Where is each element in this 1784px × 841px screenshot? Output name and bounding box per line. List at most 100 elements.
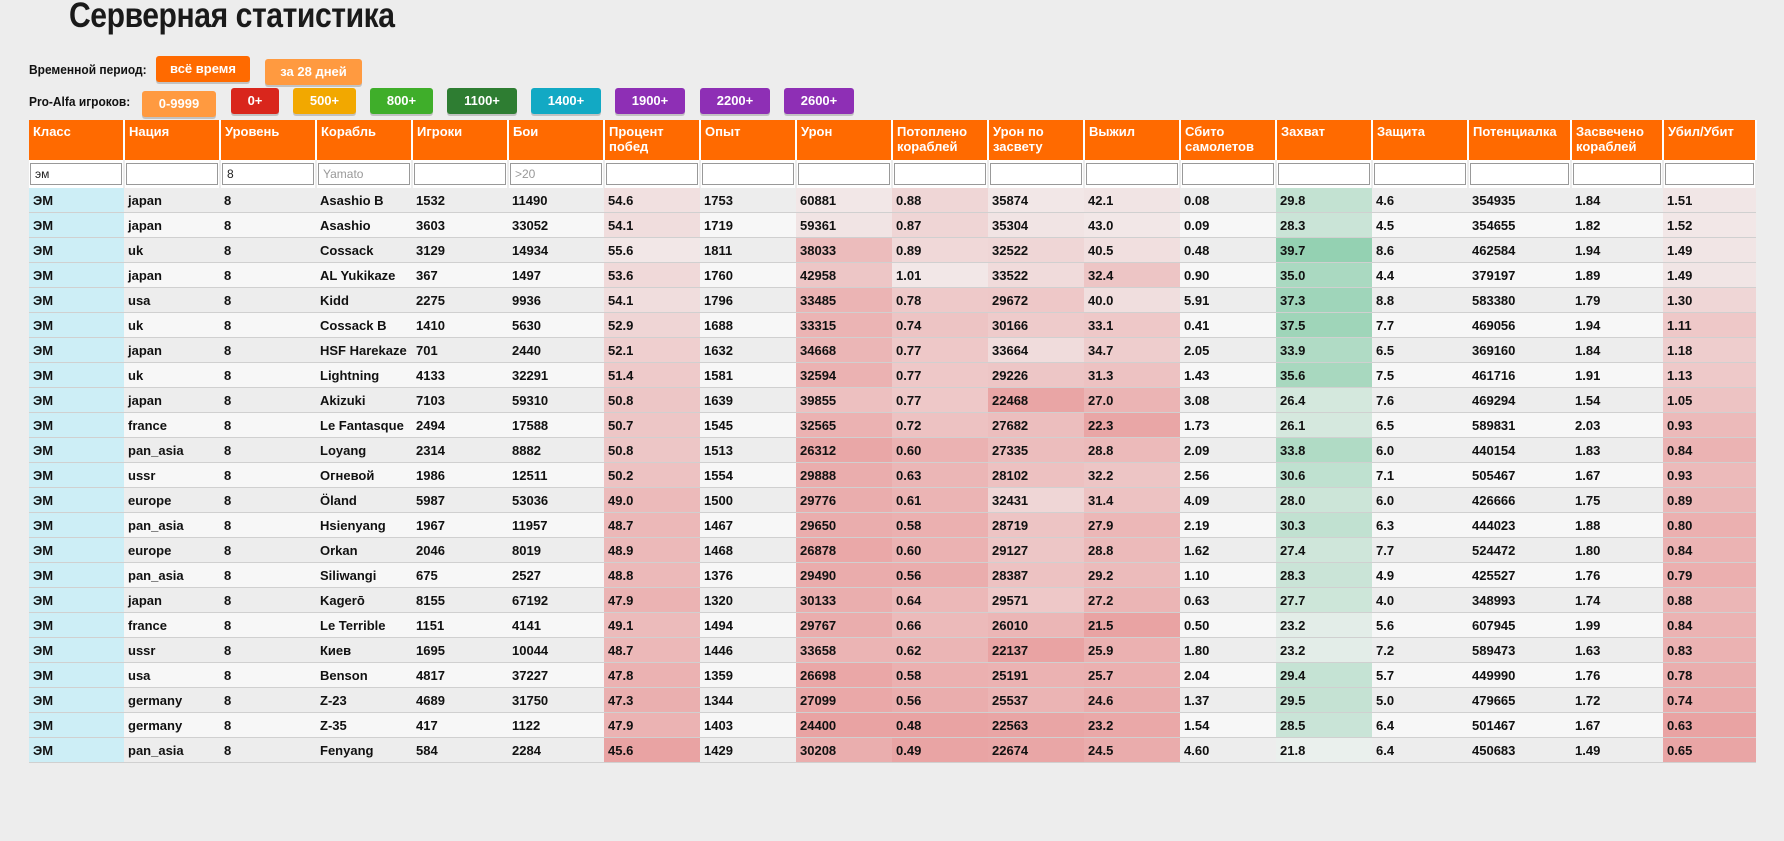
cell-capture: 28.3: [1276, 212, 1372, 238]
cell-damage: 26698: [796, 662, 892, 688]
table-row[interactable]: ЭМ japan 8 HSF Harekaze 701 2440 52.1 1632 34668…: [29, 337, 1756, 363]
filter-input-kd[interactable]: [1665, 163, 1754, 185]
players-button-800-plus[interactable]: 800+: [370, 88, 433, 114]
column-header-nation[interactable]: Нация: [124, 120, 221, 160]
period-28-days-button[interactable]: за 28 дней: [265, 59, 362, 85]
filter-input-defense[interactable]: [1374, 163, 1466, 185]
cell-damage: 33658: [796, 637, 892, 663]
table-row[interactable]: ЭМ japan 8 Asashio B 1532 11490 54.6 1753 60881 0…: [29, 188, 1756, 213]
cell-battles: 31750: [508, 687, 604, 713]
cell-damage: 29767: [796, 612, 892, 638]
cell-tier: 8: [220, 337, 316, 363]
cell-class: ЭМ: [29, 687, 124, 713]
cell-xp: 1796: [700, 287, 796, 313]
table-row[interactable]: ЭМ japan 8 Kagerō 8155 67192 47.9 1320 30133 0.64…: [29, 587, 1756, 613]
column-header-class[interactable]: Класс: [29, 120, 125, 160]
table-row[interactable]: ЭМ japan 8 Akizuki 7103 59310 50.8 1639 39855 0.7…: [29, 387, 1756, 413]
filter-input-potential[interactable]: [1470, 163, 1569, 185]
cell-ship: Огневой: [316, 462, 412, 488]
table-row[interactable]: ЭМ pan_asia 8 Fenyang 584 2284 45.6 1429 30208 0.…: [29, 737, 1756, 763]
table-row[interactable]: ЭМ france 8 Le Terrible 1151 4141 49.1 1494 2976…: [29, 612, 1756, 638]
column-header-spotted[interactable]: Засвечено кораблей: [1571, 120, 1664, 160]
cell-survived: 22.3: [1084, 412, 1180, 438]
cell-nation: pan_asia: [124, 562, 220, 588]
filter-input-class[interactable]: [30, 163, 122, 185]
column-header-planes[interactable]: Сбито самолетов: [1180, 120, 1277, 160]
filter-input-frags[interactable]: [894, 163, 986, 185]
table-row[interactable]: ЭМ pan_asia 8 Loyang 2314 8882 50.8 1513 26312 0.…: [29, 437, 1756, 463]
column-header-battles[interactable]: Бои: [508, 120, 605, 160]
column-header-damage[interactable]: Урон: [796, 120, 893, 160]
filter-input-capture[interactable]: [1278, 163, 1370, 185]
players-button-0-9999[interactable]: 0-9999: [142, 91, 216, 117]
table-row[interactable]: ЭМ usa 8 Kidd 2275 9936 54.1 1796 33485 0.78 29672…: [29, 287, 1756, 313]
filter-input-winrate[interactable]: [606, 163, 698, 185]
cell-frags: 0.77: [892, 387, 988, 413]
cell-players: 4133: [412, 362, 508, 388]
column-header-tier[interactable]: Уровень: [220, 120, 317, 160]
cell-players: 1151: [412, 612, 508, 638]
table-row[interactable]: ЭМ pan_asia 8 Siliwangi 675 2527 48.8 1376 29490…: [29, 562, 1756, 588]
column-header-survived[interactable]: Выжил: [1084, 120, 1181, 160]
cell-class: ЭМ: [29, 412, 124, 438]
table-row[interactable]: ЭМ japan 8 AL Yukikaze 367 1497 53.6 1760 42958 1…: [29, 262, 1756, 288]
table-row[interactable]: ЭМ france 8 Le Fantasque 2494 17588 50.7 1545 32…: [29, 412, 1756, 438]
table-row[interactable]: ЭМ uk 8 Cossack B 1410 5630 52.9 1688 33315 0.74 3…: [29, 312, 1756, 338]
filter-cell-battles: [508, 160, 605, 188]
table-row[interactable]: ЭМ ussr 8 Огневой 1986 12511 50.2 1554 29888 0.63…: [29, 462, 1756, 488]
column-header-xp[interactable]: Опыт: [700, 120, 797, 160]
table-row[interactable]: ЭМ germany 8 Z-23 4689 31750 47.3 1344 27099 0.56…: [29, 687, 1756, 713]
table-row[interactable]: ЭМ europe 8 Orkan 2046 8019 48.9 1468 26878 0.60 2…: [29, 537, 1756, 563]
players-button-1400-plus[interactable]: 1400+: [531, 88, 601, 114]
column-header-ship[interactable]: Корабль: [316, 120, 413, 160]
cell-tier: 8: [220, 487, 316, 513]
filter-input-ship[interactable]: [318, 163, 410, 185]
players-button-2200-plus[interactable]: 2200+: [700, 88, 770, 114]
filter-input-players[interactable]: [414, 163, 506, 185]
table-row[interactable]: ЭМ usa 8 Benson 4817 37227 47.8 1359 26698 0.58 25…: [29, 662, 1756, 688]
cell-winrate: 51.4: [604, 362, 700, 388]
table-row[interactable]: ЭМ uk 8 Cossack 3129 14934 55.6 1811 38033 0.89 32…: [29, 237, 1756, 263]
filter-cell-defense: [1372, 160, 1469, 188]
cell-class: ЭМ: [29, 312, 124, 338]
cell-defense: 8.6: [1372, 237, 1468, 263]
table-row[interactable]: ЭМ europe 8 Öland 5987 53036 49.0 1500 29776 0.61…: [29, 487, 1756, 513]
cell-battles: 8019: [508, 537, 604, 563]
players-button-0-plus[interactable]: 0+: [231, 88, 279, 114]
filter-input-spotted[interactable]: [1573, 163, 1661, 185]
cell-survived: 33.1: [1084, 312, 1180, 338]
filter-cell-survived: [1084, 160, 1181, 188]
filter-input-survived[interactable]: [1086, 163, 1178, 185]
column-header-spot-damage[interactable]: Урон по засвету: [988, 120, 1085, 160]
filter-input-nation[interactable]: [126, 163, 218, 185]
column-header-frags[interactable]: Потоплено кораблей: [892, 120, 989, 160]
players-button-1100-plus[interactable]: 1100+: [447, 88, 517, 114]
cell-defense: 5.0: [1372, 687, 1468, 713]
cell-frags: 0.64: [892, 587, 988, 613]
cell-survived: 31.4: [1084, 487, 1180, 513]
period-all-time-button[interactable]: всё время: [156, 56, 250, 82]
column-header-defense[interactable]: Защита: [1372, 120, 1469, 160]
cell-winrate: 48.8: [604, 562, 700, 588]
players-button-1900-plus[interactable]: 1900+: [615, 88, 685, 114]
players-button-500-plus[interactable]: 500+: [293, 88, 356, 114]
column-header-players[interactable]: Игроки: [412, 120, 509, 160]
filter-input-planes[interactable]: [1182, 163, 1274, 185]
table-row[interactable]: ЭМ ussr 8 Киев 1695 10044 48.7 1446 33658 0.62 221…: [29, 637, 1756, 663]
column-header-capture[interactable]: Захват: [1276, 120, 1373, 160]
table-row[interactable]: ЭМ germany 8 Z-35 417 1122 47.9 1403 24400 0.48 22…: [29, 712, 1756, 738]
cell-xp: 1760: [700, 262, 796, 288]
players-button-2600-plus[interactable]: 2600+: [784, 88, 854, 114]
table-row[interactable]: ЭМ japan 8 Asashio 3603 33052 54.1 1719 59361 0.8…: [29, 212, 1756, 238]
cell-nation: japan: [124, 387, 220, 413]
filter-input-xp[interactable]: [702, 163, 794, 185]
filter-input-battles[interactable]: [510, 163, 602, 185]
column-header-kd[interactable]: Убил/Убит: [1663, 120, 1757, 160]
filter-input-damage[interactable]: [798, 163, 890, 185]
column-header-potential[interactable]: Потенциалка: [1468, 120, 1572, 160]
column-header-winrate[interactable]: Процент побед: [604, 120, 701, 160]
filter-input-tier[interactable]: [222, 163, 314, 185]
table-row[interactable]: ЭМ pan_asia 8 Hsienyang 1967 11957 48.7 1467 296…: [29, 512, 1756, 538]
filter-input-spot-damage[interactable]: [990, 163, 1082, 185]
table-row[interactable]: ЭМ uk 8 Lightning 4133 32291 51.4 1581 32594 0.77…: [29, 362, 1756, 388]
